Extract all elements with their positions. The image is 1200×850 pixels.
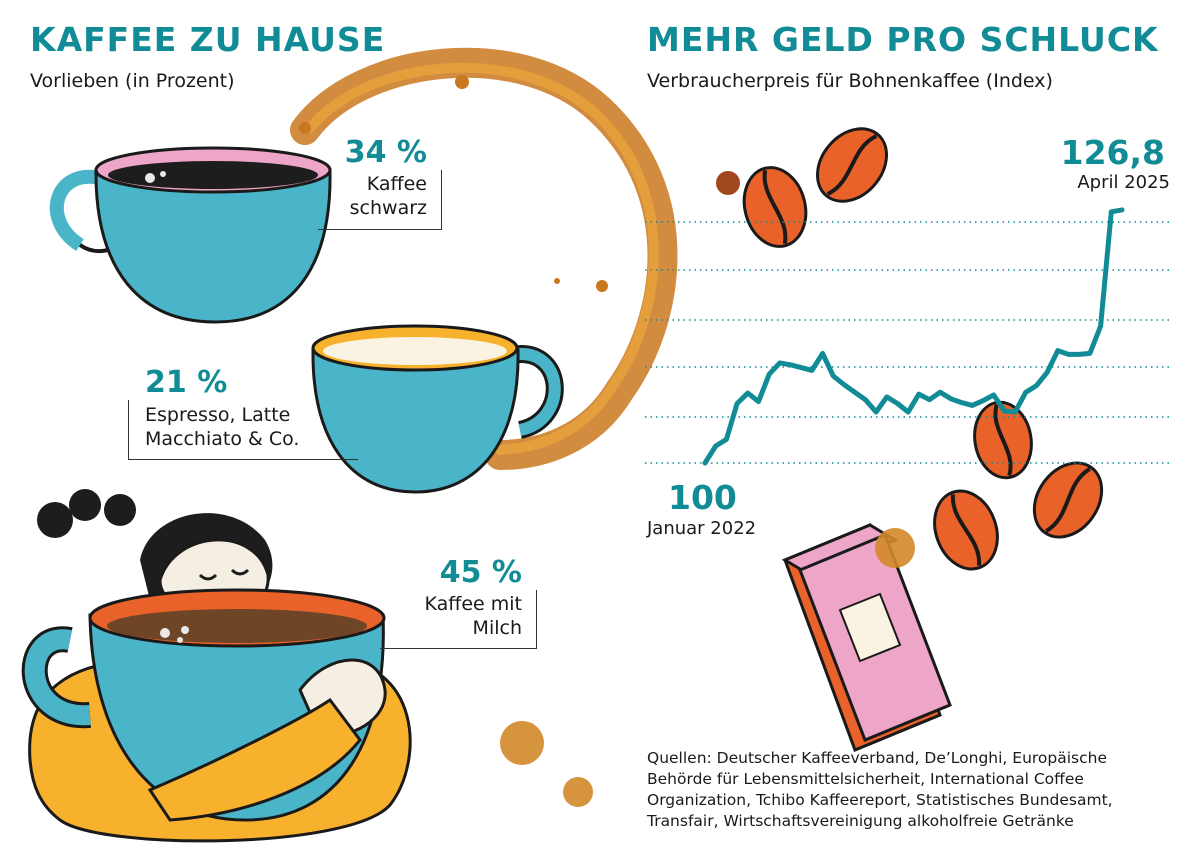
index-data-point xyxy=(1110,211,1112,213)
index-data-point xyxy=(704,462,706,464)
leader-bracket-black-coffee xyxy=(441,170,442,230)
index-data-point xyxy=(800,367,802,369)
chart-end-value: 126,8 xyxy=(1060,133,1165,172)
index-data-point xyxy=(1014,411,1016,413)
label-black-coffee: Kaffee schwarz xyxy=(349,173,427,219)
sources-line: Behörde für Lebensmittelsicherheit, Inte… xyxy=(647,770,1084,788)
woman-hugging-cup-illustration xyxy=(21,489,412,843)
price-index-points xyxy=(704,209,1123,464)
index-data-point xyxy=(854,391,856,393)
coffee-beans-illustration xyxy=(716,127,1104,571)
index-data-point xyxy=(939,391,941,393)
index-data-point xyxy=(918,393,920,395)
pct-black-coffee: 34 % xyxy=(344,135,427,170)
index-data-point xyxy=(725,438,727,440)
leader-bracket-milk-coffee xyxy=(536,590,537,649)
coffee-splash-small xyxy=(500,721,593,807)
index-data-point xyxy=(790,364,791,366)
index-data-point xyxy=(897,403,898,404)
index-data-point xyxy=(1046,371,1048,373)
index-data-point xyxy=(886,396,888,398)
pct-milk-coffee: 45 % xyxy=(439,555,522,590)
cup-latte-illustration xyxy=(311,324,564,494)
index-data-point xyxy=(1025,391,1027,393)
index-data-point xyxy=(993,394,995,396)
index-data-point xyxy=(1100,325,1102,327)
sources-line: Organization, Tchibo Kaffeereport, Stati… xyxy=(647,791,1113,809)
index-data-point xyxy=(758,401,759,403)
index-data-point xyxy=(982,400,984,402)
index-data-point xyxy=(1121,209,1123,211)
index-data-point xyxy=(736,403,738,404)
index-data-point xyxy=(907,411,909,413)
index-data-point xyxy=(715,445,717,447)
pct-espresso: 21 % xyxy=(145,365,228,400)
index-data-point xyxy=(811,369,813,371)
index-data-point xyxy=(961,402,963,404)
index-data-point xyxy=(1057,350,1059,352)
sources-line: Quellen: Deutscher Kaffeeverband, De’Lon… xyxy=(647,749,1108,767)
leader-line-black-coffee xyxy=(318,229,442,230)
label-milk-coffee: Kaffee mit Milch xyxy=(424,593,522,639)
coffee-bag-illustration xyxy=(781,523,952,752)
coffee-ring-stain xyxy=(290,47,678,470)
right-title: MEHR GELD PRO SCHLUCK xyxy=(647,20,1159,59)
sources-line: Transfair, Wirtschaftsvereinigung alkoho… xyxy=(647,812,1074,830)
index-data-point xyxy=(971,404,973,406)
cup-black-coffee-illustration xyxy=(49,146,332,324)
label-espresso: Espresso, Latte Macchiato & Co. xyxy=(145,404,300,450)
index-data-point xyxy=(864,399,866,401)
index-data-point xyxy=(779,362,781,364)
index-data-point xyxy=(950,398,952,400)
index-data-point xyxy=(875,411,877,413)
price-index-line xyxy=(702,207,1125,466)
leader-line-espresso xyxy=(128,459,358,460)
index-data-point xyxy=(1003,410,1005,412)
index-data-point xyxy=(747,392,749,394)
right-subtitle: Verbraucherpreis für Bohnenkaffee (Index… xyxy=(647,70,1053,92)
index-data-point xyxy=(822,352,824,354)
index-data-point xyxy=(1078,353,1080,355)
index-data-point xyxy=(929,399,930,401)
index-data-point xyxy=(1036,385,1037,387)
index-data-point xyxy=(1089,352,1091,354)
chart-start-date: Januar 2022 xyxy=(647,518,757,539)
leader-line-milk-coffee xyxy=(380,648,537,649)
index-data-point xyxy=(1068,353,1069,355)
chart-end-date: April 2025 xyxy=(1077,172,1170,193)
left-title: KAFFEE ZU HAUSE xyxy=(30,20,386,59)
leader-bracket-espresso xyxy=(128,400,129,460)
left-subtitle: Vorlieben (in Prozent) xyxy=(30,70,235,92)
index-data-point xyxy=(843,384,845,386)
index-data-point xyxy=(832,375,834,377)
sources-note: Quellen: Deutscher Kaffeeverband, De’Lon… xyxy=(647,748,1113,832)
chart-start-value: 100 xyxy=(668,478,737,517)
index-data-point xyxy=(768,373,770,375)
